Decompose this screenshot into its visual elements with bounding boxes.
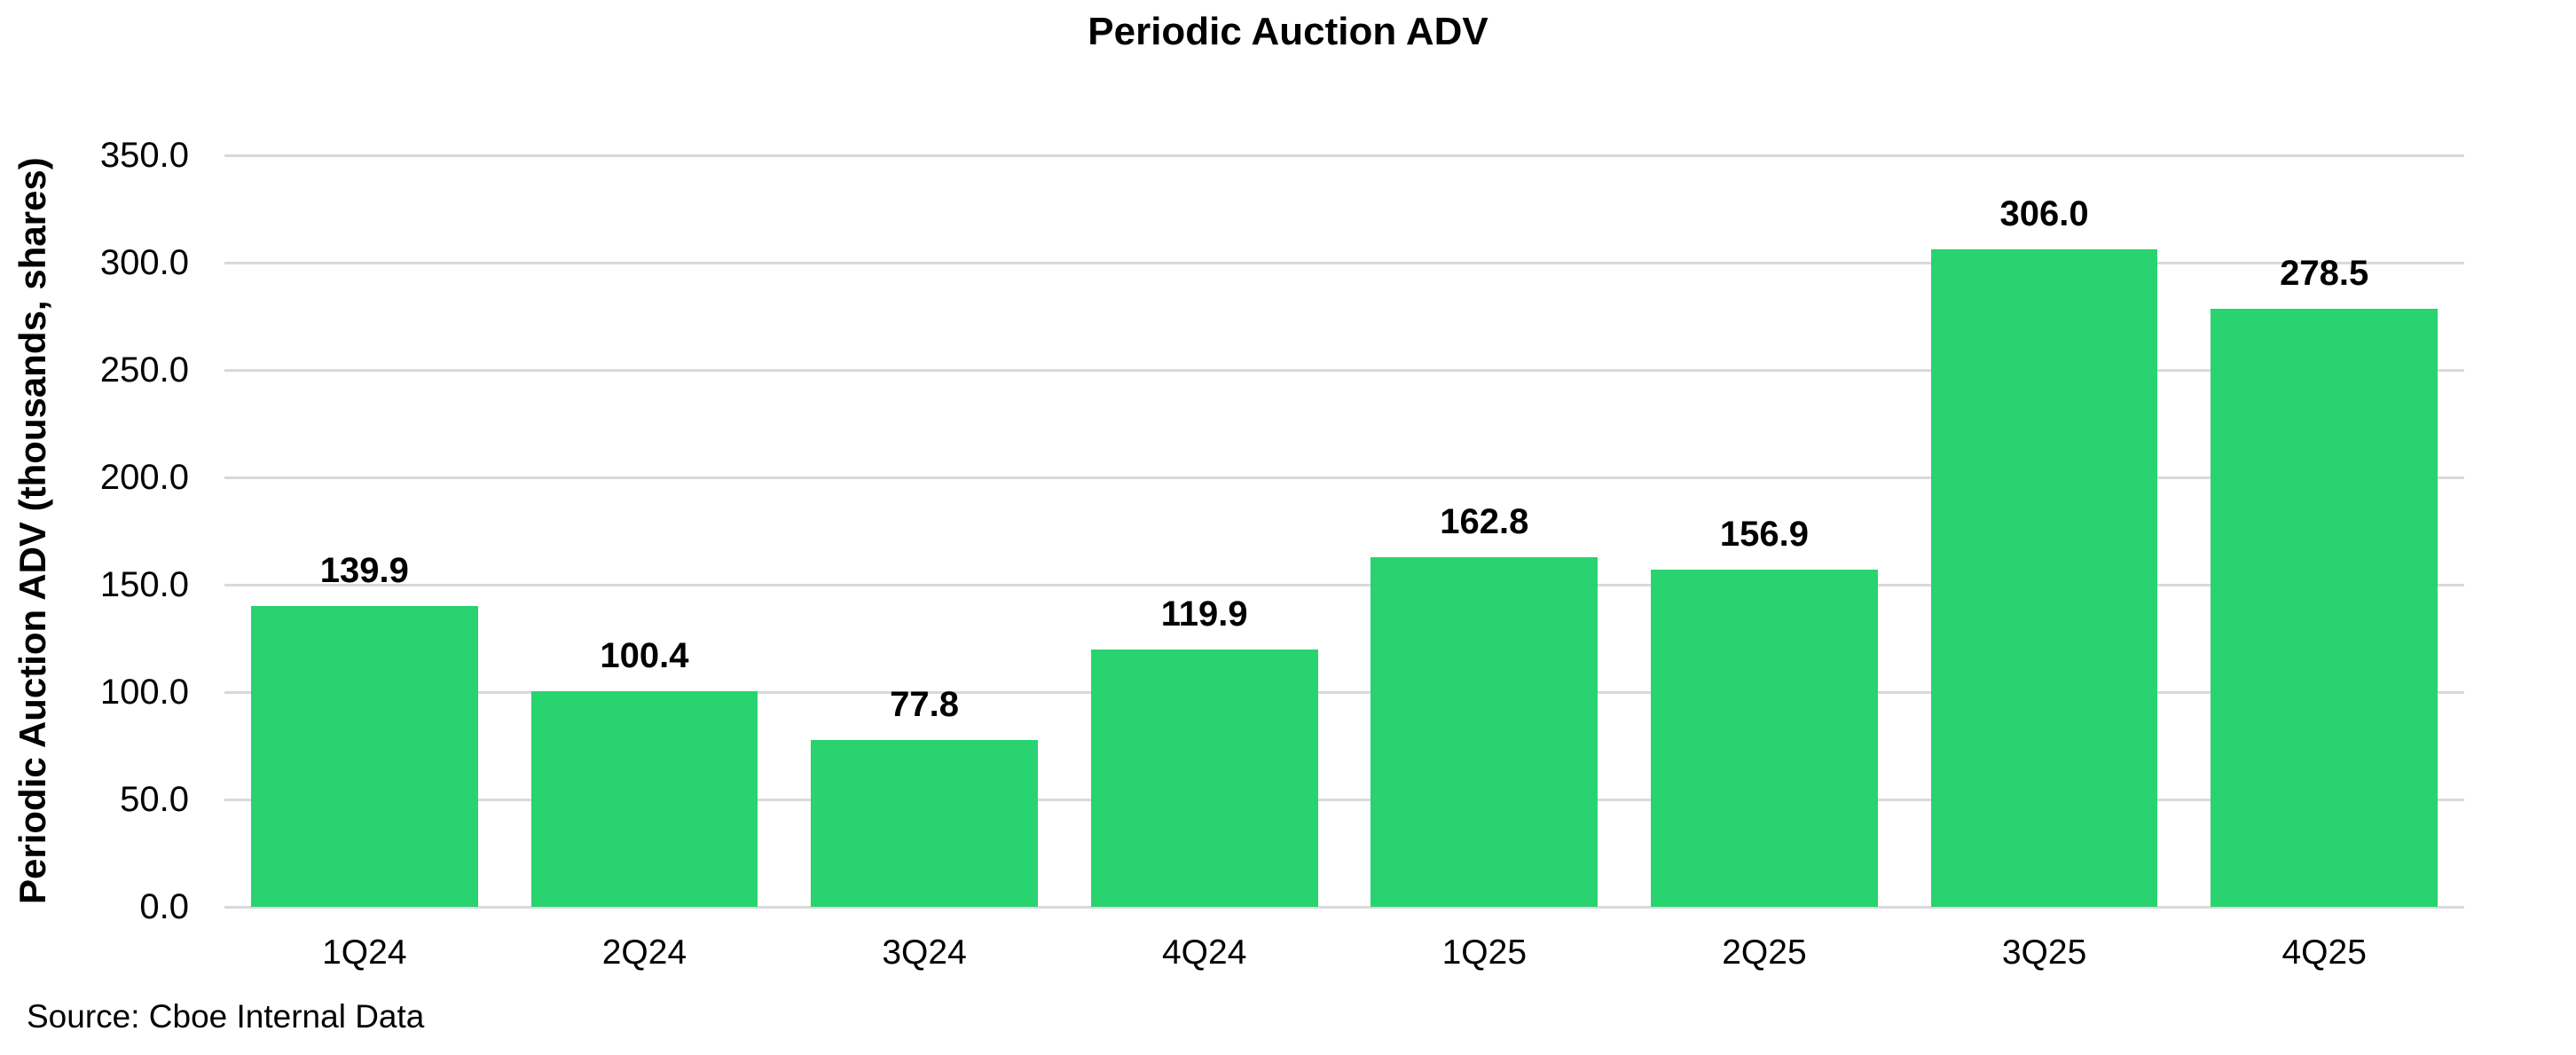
bar [1930, 249, 2158, 907]
bar-slot: 119.9 4Q24 [1064, 155, 1345, 970]
gridline [224, 906, 2464, 909]
bar-value-label: 278.5 [2280, 254, 2369, 294]
bar-value-label: 306.0 [1999, 194, 2089, 234]
x-tick-label: 4Q25 [2281, 933, 2367, 972]
gridline [224, 369, 2464, 372]
x-tick-label: 1Q24 [322, 933, 407, 972]
x-tick-label: 1Q25 [1441, 933, 1528, 972]
bar-slot: 139.9 1Q24 [224, 155, 505, 970]
bar-value-label: 100.4 [600, 636, 689, 676]
gridline [224, 584, 2464, 587]
source-note: Source: Cboe Internal Data [27, 998, 425, 1035]
y-tick-label: 150.0 [99, 565, 189, 604]
x-tick-label: 4Q24 [1161, 933, 1247, 972]
bar-value-label: 77.8 [890, 684, 959, 724]
bar [250, 606, 478, 907]
gridline [224, 154, 2464, 157]
bar-slot: 278.5 4Q25 [2184, 155, 2464, 970]
gridline [224, 691, 2464, 694]
bar-value-label: 119.9 [1160, 594, 1248, 634]
y-tick-label: 350.0 [99, 136, 189, 175]
y-tick-label: 200.0 [99, 458, 189, 497]
y-tick-label: 100.0 [99, 673, 189, 712]
x-tick-label: 2Q25 [1722, 933, 1807, 972]
y-tick-label: 0.0 [139, 887, 189, 926]
bar [530, 691, 758, 907]
bar-value-label: 162.8 [1440, 502, 1529, 542]
bar [1651, 570, 1878, 907]
gridline [224, 262, 2464, 264]
bar-slot: 100.4 2Q24 [505, 155, 785, 970]
bar-slot: 77.8 3Q24 [784, 155, 1064, 970]
x-tick-label: 3Q25 [2001, 933, 2087, 972]
bar [1090, 649, 1318, 907]
y-tick-label: 50.0 [120, 780, 189, 819]
y-tick-label: 250.0 [99, 350, 189, 390]
bar-slot: 306.0 3Q25 [1905, 155, 2185, 970]
bar-slot: 156.9 2Q25 [1624, 155, 1905, 970]
bar [811, 739, 1038, 907]
bar-value-label: 139.9 [319, 551, 409, 591]
x-tick-label: 2Q24 [601, 933, 687, 972]
bars-layer: 139.9 1Q24 100.4 2Q24 77.8 3Q24 119.9 4Q24 162.8… [224, 155, 2464, 970]
y-axis-title: Periodic Auction ADV (thousands, shares) [12, 157, 53, 905]
gridline [224, 476, 2464, 479]
gridline [224, 799, 2464, 801]
bar [1370, 557, 1598, 907]
chart-title: Periodic Auction ADV [1088, 10, 1488, 53]
bar [2211, 309, 2439, 907]
y-tick-label: 300.0 [99, 243, 189, 282]
bar-value-label: 156.9 [1719, 515, 1809, 555]
bar-slot: 162.8 1Q25 [1345, 155, 1625, 970]
plot-area: 0.0 50.0 100.0 150.0 200.0 250.0 300.0 350.0 13… [100, 138, 2464, 970]
x-tick-label: 3Q24 [882, 933, 967, 972]
